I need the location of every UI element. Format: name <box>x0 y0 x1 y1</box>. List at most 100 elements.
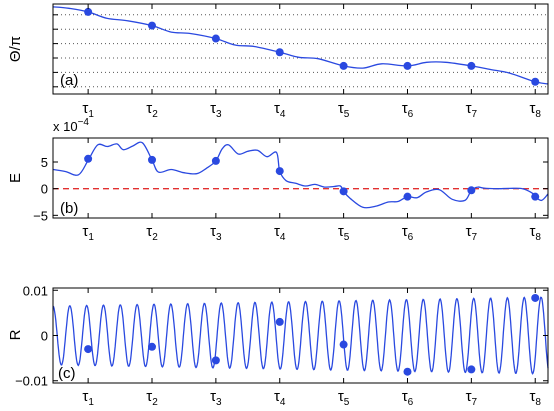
x-tick-label-b-7: τ7 <box>466 223 478 243</box>
x-tick-label-a-8: τ8 <box>529 100 541 120</box>
panel-b: 50−5 E x 10−4 (b) τ1 τ2 τ3 τ4 τ5 τ6 τ7 τ8 <box>7 117 549 243</box>
ylabel-a: Θ/π <box>7 36 24 62</box>
tau-subscript: 1 <box>88 109 94 120</box>
x-tick-label-b-1: τ1 <box>82 223 94 243</box>
panel-label-a: (a) <box>60 72 78 89</box>
marker-c-1 <box>84 345 93 354</box>
tau-symbol: τ <box>274 100 280 117</box>
tau-subscript: 8 <box>535 109 541 120</box>
tau-symbol: τ <box>466 223 472 240</box>
x-tick-label-c-1: τ1 <box>82 388 94 408</box>
tau-symbol: τ <box>466 100 472 117</box>
marker-b-7 <box>467 186 476 195</box>
tau-symbol: τ <box>529 388 535 405</box>
panel-a: Θ/π (a) τ1 τ2 τ3 τ4 τ5 τ6 τ7 τ8 <box>7 3 549 120</box>
tau-subscript: 5 <box>344 232 350 243</box>
x-tick-label-b-8: τ8 <box>529 223 541 243</box>
panel-label-b: (b) <box>60 200 78 217</box>
tau-symbol: τ <box>210 223 216 240</box>
tau-symbol: τ <box>146 100 152 117</box>
scale-label: x 10−4 <box>53 117 89 134</box>
marker-a-3 <box>211 34 220 43</box>
tau-symbol: τ <box>82 388 88 405</box>
tau-symbol: τ <box>529 223 535 240</box>
marker-c-7 <box>467 365 476 374</box>
x-tick-label-b-4: τ4 <box>274 223 286 243</box>
tau-symbol: τ <box>338 223 344 240</box>
marker-c-5 <box>339 340 348 349</box>
tau-symbol: τ <box>529 100 535 117</box>
x-tick-label-a-7: τ7 <box>466 100 478 120</box>
marker-c-6 <box>403 367 412 376</box>
tau-symbol: τ <box>274 223 280 240</box>
y-tick-label-c-0: 0.01 <box>23 283 48 298</box>
tau-symbol: τ <box>466 388 472 405</box>
y-ticks-c: 0.01 0 −0.01 <box>15 283 548 389</box>
x-tick-label-a-1: τ1 <box>82 100 94 120</box>
marker-c-3 <box>211 356 220 365</box>
tau-subscript: 5 <box>344 397 350 408</box>
y-tick-label-c-2: −0.01 <box>15 374 48 389</box>
x-tick-label-c-8: τ8 <box>529 388 541 408</box>
tau-subscript: 7 <box>472 109 478 120</box>
energy-markers <box>84 154 540 201</box>
tau-subscript: 6 <box>408 397 414 408</box>
marker-a-1 <box>84 7 93 16</box>
marker-b-4 <box>275 167 284 176</box>
y-ticks-b: 5 0 −5 <box>33 155 548 223</box>
tau-symbol: τ <box>210 100 216 117</box>
marker-a-5 <box>339 61 348 70</box>
tau-subscript: 5 <box>344 109 350 120</box>
tau-symbol: τ <box>338 100 344 117</box>
tau-subscript: 4 <box>280 109 286 120</box>
x-tick-label-b-2: τ2 <box>146 223 158 243</box>
tau-symbol: τ <box>402 388 408 405</box>
x-tick-label-c-5: τ5 <box>338 388 350 408</box>
tau-subscript: 7 <box>472 232 478 243</box>
marker-c-4 <box>275 317 284 326</box>
x-tick-label-a-2: τ2 <box>146 100 158 120</box>
x-tick-label-c-3: τ3 <box>210 388 222 408</box>
grid-a <box>53 14 548 88</box>
x-tick-labels-a: τ1 τ2 τ3 τ4 τ5 τ6 τ7 τ8 <box>82 100 541 120</box>
x-tick-label-a-5: τ5 <box>338 100 350 120</box>
marker-a-8 <box>531 77 540 86</box>
x-tick-label-b-5: τ5 <box>338 223 350 243</box>
x-tick-label-c-2: τ2 <box>146 388 158 408</box>
x-ticks-a <box>87 4 536 94</box>
marker-b-1 <box>84 154 93 163</box>
x-tick-labels-b: τ1 τ2 τ3 τ4 τ5 τ6 τ7 τ8 <box>82 223 541 243</box>
tau-subscript: 8 <box>535 232 541 243</box>
scale-exponent: −4 <box>78 117 90 128</box>
marker-a-6 <box>403 61 412 70</box>
tau-symbol: τ <box>402 100 408 117</box>
panel-label-c: (c) <box>58 365 76 382</box>
x-tick-label-a-3: τ3 <box>210 100 222 120</box>
tau-symbol: τ <box>146 388 152 405</box>
tau-subscript: 7 <box>472 397 478 408</box>
scale-base: x 10 <box>53 119 78 134</box>
energy-curve <box>52 141 549 209</box>
marker-c-8 <box>531 293 540 302</box>
y-tick-label-c-1: 0 <box>41 329 48 344</box>
marker-b-8 <box>531 192 540 201</box>
tau-subscript: 6 <box>408 232 414 243</box>
tau-symbol: τ <box>82 100 88 117</box>
y-tick-label-b-1: 0 <box>41 182 48 197</box>
marker-a-2 <box>148 21 156 30</box>
marker-b-3 <box>211 156 220 165</box>
x-tick-label-b-3: τ3 <box>210 223 222 243</box>
x-tick-label-c-4: τ4 <box>274 388 286 408</box>
tau-subscript: 6 <box>408 109 414 120</box>
tau-subscript: 1 <box>88 232 94 243</box>
tau-subscript: 4 <box>280 397 286 408</box>
marker-a-7 <box>467 61 476 70</box>
tau-subscript: 2 <box>152 109 158 120</box>
tau-subscript: 2 <box>152 232 158 243</box>
tau-subscript: 4 <box>280 232 286 243</box>
x-tick-label-a-6: τ6 <box>402 100 414 120</box>
residual-curve <box>52 296 549 375</box>
tau-symbol: τ <box>82 223 88 240</box>
x-ticks-c <box>87 288 536 383</box>
